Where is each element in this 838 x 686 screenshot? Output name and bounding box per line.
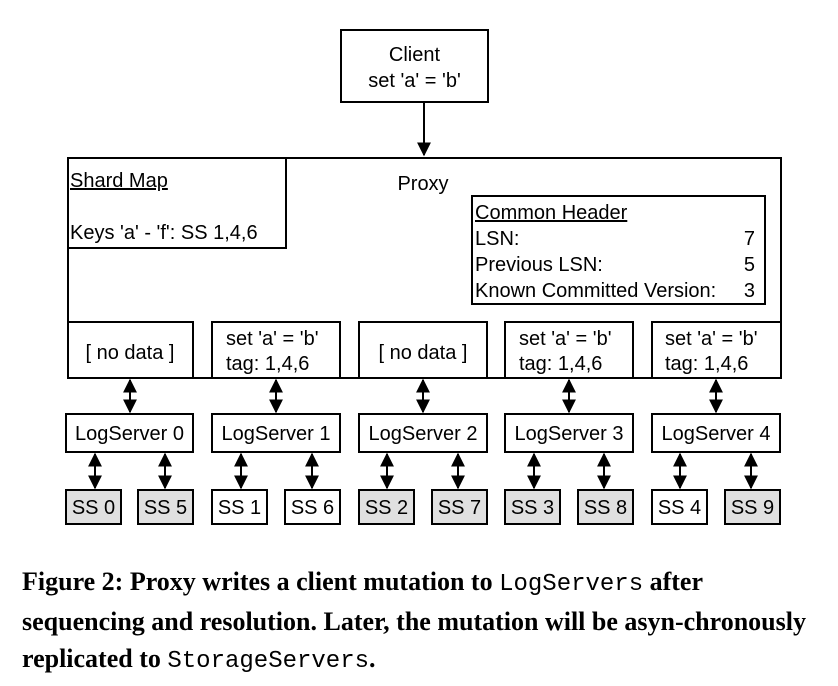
caption-text: after sequencing and resolution. Later, … (22, 567, 806, 673)
proxy-buffer-2: [ no data ] (358, 321, 488, 379)
header-row-label: LSN: (475, 228, 519, 250)
buffer-mutation: set 'a' = 'b' (519, 328, 612, 350)
buffer-mutation: set 'a' = 'b' (665, 328, 758, 350)
logserver-ss-arrows (88, 452, 758, 490)
proxy-title: Proxy (397, 173, 448, 195)
ss-label: SS 6 (291, 497, 334, 519)
ss-label: SS 1 (218, 497, 261, 519)
storage-server-1: SS 1 (211, 489, 268, 525)
caption-code-storageservers: StorageServers (167, 648, 370, 675)
buffer-tag: tag: 1,4,6 (665, 353, 748, 375)
storage-server-0: SS 0 (65, 489, 122, 525)
buffer-mutation: set 'a' = 'b' (226, 328, 319, 350)
ss-label: SS 3 (511, 497, 554, 519)
logserver-label: LogServer 2 (369, 423, 478, 445)
proxy-buffer-0: [ no data ] (67, 321, 194, 379)
shard-map-title: Shard Map (70, 170, 168, 192)
buffer-text: [ no data ] (379, 342, 468, 364)
logserver-label: LogServer 1 (222, 423, 331, 445)
proxy-buffer-4: set 'a' = 'b' tag: 1,4,6 (651, 321, 782, 379)
logserver-0: LogServer 0 (65, 413, 194, 453)
header-row-label: Previous LSN: (475, 254, 603, 276)
shard-map-keys: Keys 'a' - 'f': SS 1,4,6 (70, 222, 258, 244)
logserver-2: LogServer 2 (358, 413, 488, 453)
header-row-value: 7 (744, 228, 755, 250)
header-row-value: 3 (744, 280, 755, 302)
ss-label: SS 5 (144, 497, 187, 519)
logserver-label: LogServer 0 (75, 423, 184, 445)
ss-label: SS 4 (658, 497, 701, 519)
client-label: Client (389, 44, 441, 66)
buffer-tag: tag: 1,4,6 (519, 353, 602, 375)
ss-label: SS 8 (584, 497, 627, 519)
buffer-tag: tag: 1,4,6 (226, 353, 309, 375)
storage-server-8: SS 8 (577, 489, 634, 525)
logserver-label: LogServer 4 (662, 423, 771, 445)
storage-server-7: SS 7 (431, 489, 488, 525)
caption-text: . (369, 644, 376, 673)
logserver-1: LogServer 1 (211, 413, 341, 453)
ss-label: SS 7 (438, 497, 481, 519)
storage-server-5: SS 5 (137, 489, 194, 525)
storage-server-3: SS 3 (504, 489, 561, 525)
figure-caption: Figure 2: Proxy writes a client mutation… (22, 563, 822, 680)
ss-label: SS 0 (72, 497, 115, 519)
header-row-value: 5 (744, 254, 755, 276)
caption-code-logservers: LogServers (499, 571, 644, 598)
architecture-diagram: Client set 'a' = 'b' Proxy Shard Map Key… (65, 29, 782, 525)
common-header-box: Common Header LSN: 7 Previous LSN: 5 Kno… (471, 195, 766, 305)
proxy-buffer-1: set 'a' = 'b' tag: 1,4,6 (211, 321, 341, 379)
logserver-label: LogServer 3 (515, 423, 624, 445)
buffer-logserver-arrows (123, 378, 723, 414)
shard-map-box: Shard Map Keys 'a' - 'f': SS 1,4,6 (67, 157, 287, 249)
storage-server-9: SS 9 (724, 489, 781, 525)
buffer-text: [ no data ] (86, 342, 175, 364)
common-header-title: Common Header (475, 202, 628, 224)
storage-server-2: SS 2 (358, 489, 415, 525)
logserver-3: LogServer 3 (504, 413, 634, 453)
client-mutation: set 'a' = 'b' (368, 70, 461, 92)
header-row-label: Known Committed Version: (475, 280, 716, 302)
logserver-4: LogServer 4 (651, 413, 781, 453)
storage-server-6: SS 6 (284, 489, 341, 525)
caption-text: Figure 2: Proxy writes a client mutation… (22, 567, 500, 596)
proxy-buffer-3: set 'a' = 'b' tag: 1,4,6 (504, 321, 634, 379)
client-box: Client set 'a' = 'b' (340, 29, 489, 103)
ss-label: SS 2 (365, 497, 408, 519)
storage-server-4: SS 4 (651, 489, 708, 525)
ss-label: SS 9 (731, 497, 774, 519)
